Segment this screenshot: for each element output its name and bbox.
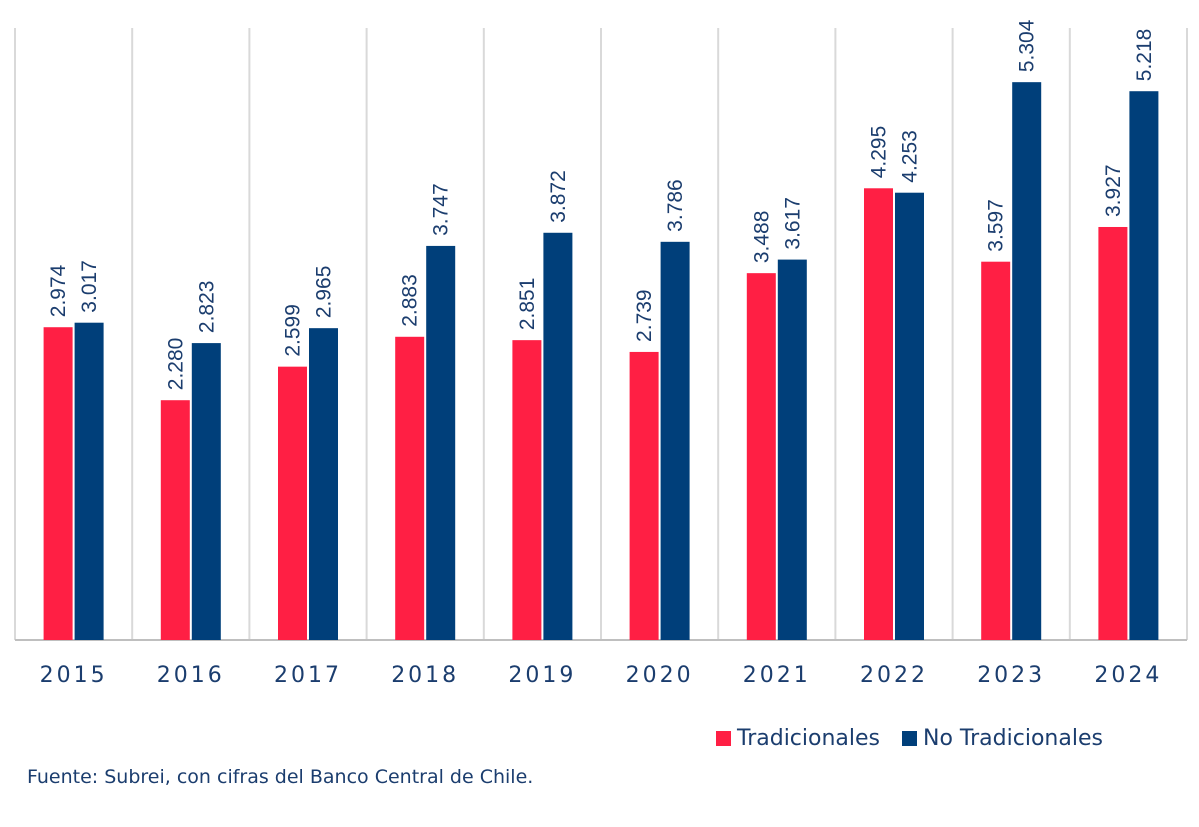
legend-label-tradicionales: Tradicionales — [737, 726, 881, 751]
data-label-no-tradicionales-2023: 5.304 — [1016, 19, 1039, 72]
data-label-no-tradicionales-2019: 3.872 — [547, 170, 570, 223]
legend-swatch-tradicionales — [716, 731, 731, 746]
bar-tradicionales-2019 — [512, 340, 542, 640]
data-label-no-tradicionales-2016: 2.823 — [195, 281, 218, 334]
legend-swatch-no-tradicionales — [902, 731, 918, 746]
source-note: Fuente: Subrei, con cifras del Banco Cen… — [27, 766, 534, 788]
bar-no-tradicionales-2021 — [777, 259, 807, 640]
data-label-no-tradicionales-2020: 3.786 — [664, 179, 687, 232]
bar-tradicionales-2018 — [395, 336, 425, 640]
bar-no-tradicionales-2016 — [191, 343, 221, 640]
x-tick-label-2023: 2023 — [977, 663, 1045, 688]
legend-item-tradicionales: Tradicionales — [716, 726, 880, 751]
bar-tradicionales-2017 — [278, 366, 307, 640]
x-tick-label-2022: 2022 — [860, 663, 928, 688]
legend: Tradicionales No Tradicionales — [716, 726, 1125, 751]
x-tick-label-2021: 2021 — [743, 663, 811, 688]
data-label-no-tradicionales-2022: 4.253 — [899, 130, 922, 183]
data-label-tradicionales-2019: 2.851 — [516, 278, 539, 331]
x-tick-label-2016: 2016 — [157, 663, 225, 688]
bar-no-tradicionales-2018 — [426, 245, 456, 641]
bar-no-tradicionales-2019 — [543, 232, 573, 641]
data-label-tradicionales-2021: 3.488 — [750, 211, 773, 264]
x-tick-label-2019: 2019 — [508, 663, 576, 688]
data-label-tradicionales-2017: 2.599 — [282, 304, 305, 357]
x-tick-label-2020: 2020 — [626, 663, 694, 688]
bar-tradicionales-2015 — [43, 327, 73, 640]
data-label-no-tradicionales-2024: 5.218 — [1133, 29, 1156, 82]
bar-no-tradicionales-2020 — [660, 241, 690, 640]
data-label-tradicionales-2022: 4.295 — [868, 126, 891, 179]
bar-tradicionales-2016 — [160, 400, 190, 640]
legend-item-no-tradicionales: No Tradicionales — [902, 726, 1103, 751]
data-label-no-tradicionales-2017: 2.965 — [313, 266, 336, 319]
data-label-tradicionales-2018: 2.883 — [399, 274, 422, 327]
bar-chart: 2.974 3.017 2015 2.280 2.823 2016 2.599 2.965 20… — [14, 19, 1188, 688]
data-label-no-tradicionales-2021: 3.617 — [781, 197, 804, 250]
bar-tradicionales-2024 — [1098, 226, 1128, 641]
bar-tradicionales-2022 — [864, 188, 893, 640]
bar-no-tradicionales-2015 — [74, 322, 104, 640]
bar-tradicionales-2023 — [981, 261, 1011, 640]
x-tick-label-2018: 2018 — [391, 663, 459, 688]
x-tick-label-2015: 2015 — [40, 663, 108, 688]
data-label-tradicionales-2023: 3.597 — [985, 199, 1008, 252]
legend-label-no-tradicionales: No Tradicionales — [923, 726, 1103, 751]
data-label-tradicionales-2015: 2.974 — [47, 264, 70, 317]
bar-no-tradicionales-2022 — [895, 192, 924, 640]
bar-no-tradicionales-2017 — [309, 328, 338, 640]
data-label-tradicionales-2016: 2.280 — [164, 338, 187, 391]
x-tick-label-2024: 2024 — [1094, 663, 1162, 688]
x-tick-label-2017: 2017 — [274, 663, 342, 688]
data-label-tradicionales-2020: 2.739 — [633, 289, 656, 342]
bar-tradicionales-2021 — [746, 273, 776, 640]
data-label-tradicionales-2024: 3.927 — [1102, 164, 1125, 217]
bar-tradicionales-2020 — [629, 351, 659, 640]
data-label-no-tradicionales-2018: 3.747 — [430, 183, 453, 236]
data-label-no-tradicionales-2015: 3.017 — [78, 260, 101, 313]
bar-no-tradicionales-2023 — [1012, 82, 1042, 640]
bar-no-tradicionales-2024 — [1129, 91, 1159, 641]
